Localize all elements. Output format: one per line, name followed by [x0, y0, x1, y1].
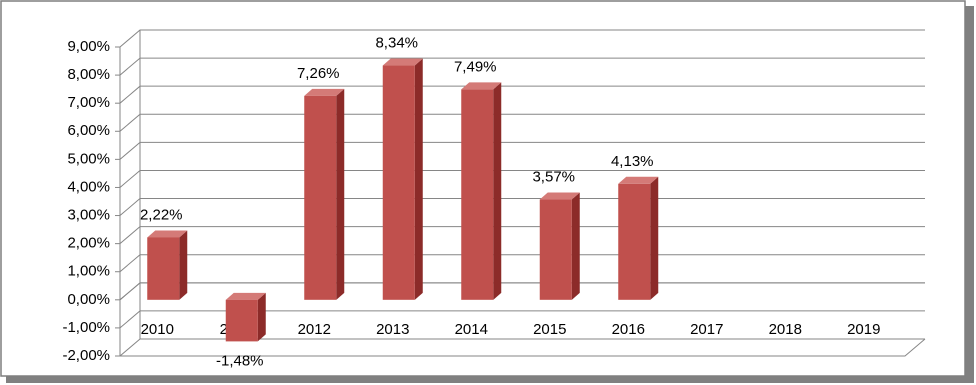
- bar: [618, 183, 651, 300]
- x-tick-label: 2014: [455, 321, 488, 338]
- bar: [461, 89, 494, 300]
- bar-top: [461, 82, 502, 90]
- zero-line: [119, 282, 925, 301]
- x-tick-label: 2019: [847, 321, 880, 338]
- bar-side: [493, 82, 502, 300]
- data-label: 3,57%: [532, 169, 575, 186]
- bar: [225, 299, 258, 342]
- y-tick-label: 7,00%: [67, 94, 110, 111]
- x-tick-label: 2016: [612, 321, 645, 338]
- bar: [147, 237, 180, 300]
- bar-side: [257, 292, 266, 342]
- y-tick-label: 9,00%: [67, 38, 110, 55]
- y-tick-label: 8,00%: [67, 66, 110, 83]
- grid-line: [119, 169, 925, 188]
- y-tick-label: 6,00%: [67, 122, 110, 139]
- bar-side: [179, 230, 188, 300]
- grid-line: [119, 85, 925, 104]
- y-tick-label: 4,00%: [67, 178, 110, 195]
- bar-side: [571, 192, 580, 300]
- grid-line: [119, 198, 925, 216]
- y-tick-label: 2,00%: [67, 235, 110, 252]
- data-label: -1,48%: [216, 352, 264, 369]
- grid-line: [119, 57, 925, 76]
- bar-top: [225, 292, 266, 300]
- floor-edge: [120, 338, 926, 357]
- y-tick-label: -2,00%: [62, 347, 110, 364]
- x-tick-label: 2017: [690, 321, 723, 338]
- x-tick-label: 2013: [376, 321, 409, 338]
- y-tick-label: 5,00%: [67, 150, 110, 167]
- bar: [539, 199, 572, 300]
- x-tick-label: 2018: [769, 321, 802, 338]
- x-tick-label: 2015: [533, 321, 566, 338]
- data-label: 2,22%: [140, 206, 183, 223]
- y-tick-label: 0,00%: [67, 291, 110, 308]
- grid-line: [119, 338, 925, 357]
- bar: [304, 95, 337, 300]
- bar-side: [336, 88, 345, 300]
- bar-side: [650, 176, 659, 300]
- data-label: 7,26%: [297, 65, 340, 82]
- grid-line: [119, 113, 925, 132]
- bar-top: [618, 176, 659, 184]
- data-label: 4,13%: [611, 153, 654, 170]
- bar-top: [539, 192, 580, 200]
- y-tick-label: -1,00%: [62, 319, 110, 336]
- grid-line: [119, 141, 925, 160]
- bar-top: [304, 88, 345, 96]
- grid-line: [119, 254, 925, 273]
- grid-line: [119, 226, 925, 245]
- bar-top: [382, 58, 423, 66]
- bar-top: [147, 230, 188, 238]
- bar: [382, 65, 415, 300]
- data-label: 7,49%: [454, 58, 497, 75]
- data-label: 8,34%: [375, 35, 418, 52]
- y-tick-label: 1,00%: [67, 263, 110, 280]
- grid-line: [119, 29, 925, 48]
- grid-line: [119, 310, 925, 329]
- y-tick-label: 3,00%: [67, 207, 110, 224]
- x-tick-label: 2010: [141, 321, 174, 338]
- bar-side: [414, 58, 423, 300]
- x-tick-label: 2012: [298, 321, 331, 338]
